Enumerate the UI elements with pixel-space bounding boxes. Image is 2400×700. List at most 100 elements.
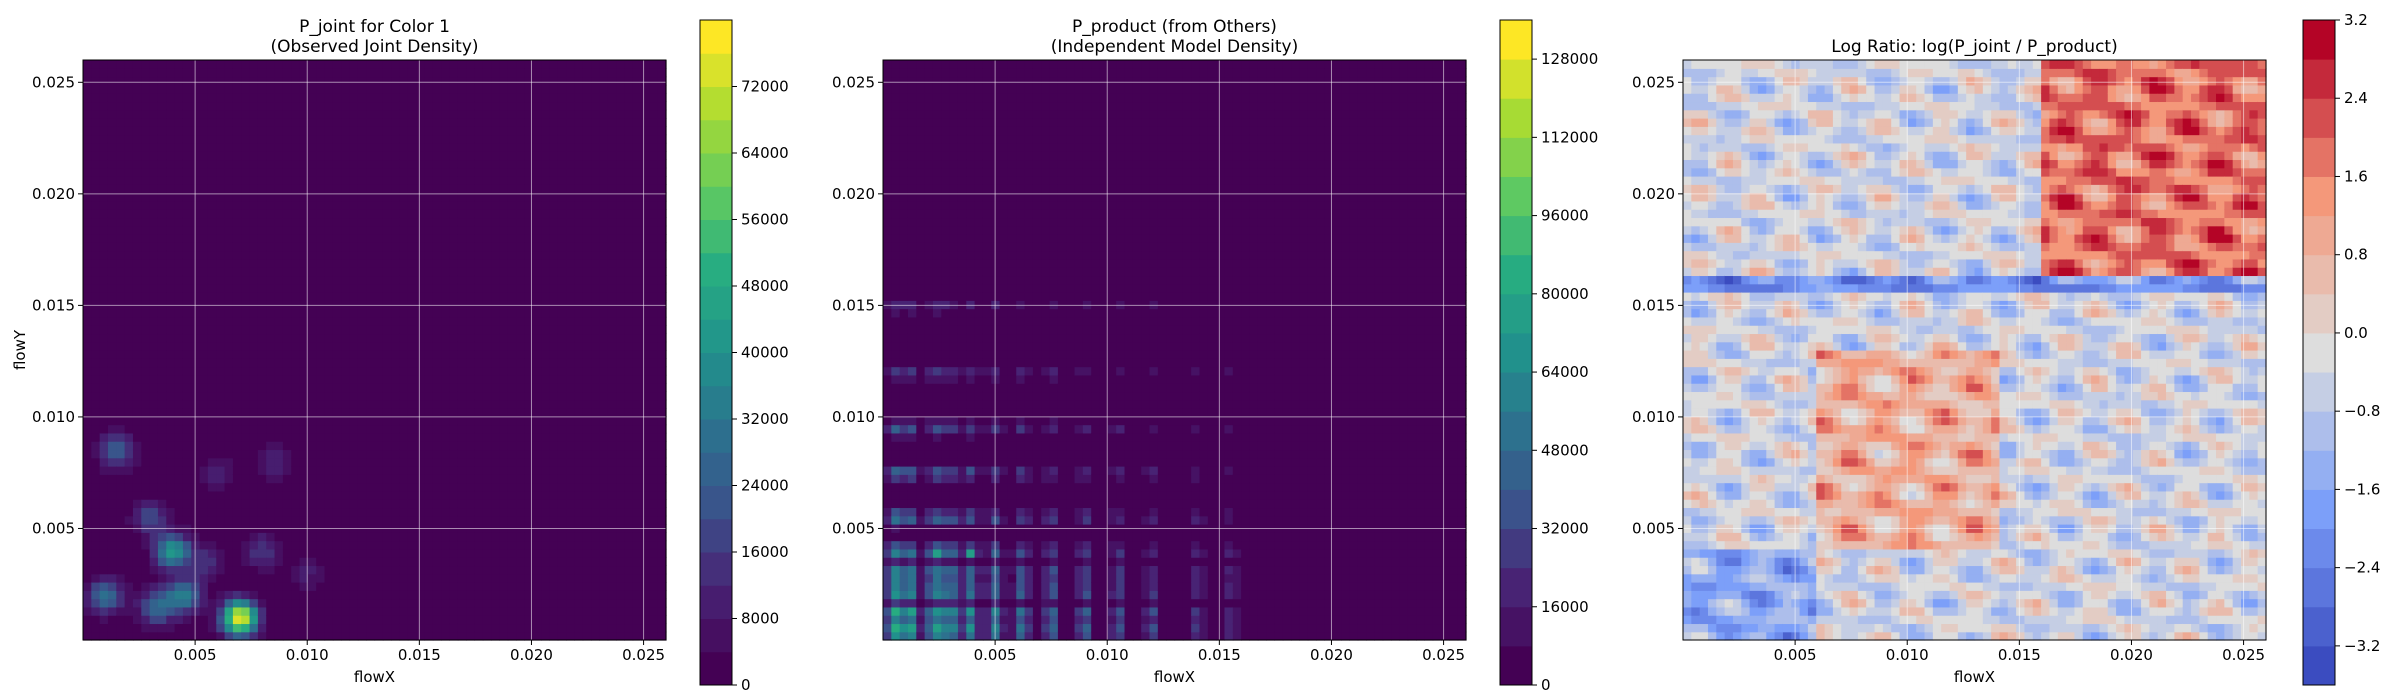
heatmap-cell bbox=[541, 490, 550, 500]
heatmap-cell bbox=[232, 242, 242, 252]
heatmap-cell bbox=[366, 631, 376, 641]
heatmap-cell bbox=[241, 292, 251, 301]
heatmap-cell bbox=[149, 507, 159, 517]
heatmap-cell bbox=[457, 515, 467, 525]
heatmap-cell bbox=[532, 258, 542, 268]
heatmap-cell bbox=[332, 167, 342, 177]
heatmap-cell bbox=[83, 399, 92, 409]
heatmap-cell bbox=[116, 366, 126, 376]
heatmap-cell bbox=[507, 192, 517, 202]
heatmap-cell bbox=[249, 466, 259, 475]
heatmap-cell bbox=[91, 449, 101, 459]
heatmap-cell bbox=[91, 167, 101, 177]
heatmap-cell bbox=[524, 399, 534, 409]
heatmap-cell bbox=[582, 490, 592, 500]
heatmap-cell bbox=[232, 590, 242, 600]
heatmap-cell bbox=[382, 590, 392, 600]
heatmap-cell bbox=[249, 341, 259, 351]
heatmap-cell bbox=[257, 333, 267, 343]
heatmap-cell bbox=[366, 391, 376, 401]
heatmap-cell bbox=[107, 325, 117, 335]
heatmap-cell bbox=[224, 615, 234, 625]
heatmap-cell bbox=[224, 515, 234, 525]
heatmap-cell bbox=[324, 399, 334, 409]
heatmap-cell bbox=[116, 225, 126, 235]
heatmap-cell bbox=[216, 109, 226, 119]
heatmap-cell bbox=[457, 167, 467, 177]
heatmap-cell bbox=[457, 209, 467, 219]
heatmap-cell bbox=[641, 507, 650, 517]
heatmap-cell bbox=[282, 109, 292, 119]
heatmap-cell bbox=[532, 142, 542, 152]
heatmap-cell bbox=[466, 358, 476, 368]
heatmap-cell bbox=[657, 416, 667, 426]
heatmap-cell bbox=[224, 499, 234, 509]
heatmap-cell bbox=[132, 68, 142, 78]
heatmap-cell bbox=[557, 515, 567, 525]
heatmap-cell bbox=[399, 60, 409, 69]
heatmap-cell bbox=[124, 101, 134, 111]
heatmap-cell bbox=[441, 184, 451, 194]
heatmap-cell bbox=[607, 449, 617, 459]
heatmap-cell bbox=[249, 615, 259, 625]
heatmap-cell bbox=[524, 515, 534, 525]
heatmap-cell bbox=[566, 615, 575, 625]
heatmap-cell bbox=[591, 300, 600, 310]
heatmap-cell bbox=[457, 142, 467, 152]
heatmap-cell bbox=[541, 167, 550, 177]
heatmap-cell bbox=[549, 200, 559, 210]
heatmap-cell bbox=[174, 250, 184, 260]
heatmap-cell bbox=[341, 267, 351, 277]
heatmap-cell bbox=[207, 333, 217, 343]
heatmap-cell bbox=[157, 383, 167, 393]
heatmap-cell bbox=[657, 341, 667, 351]
heatmap-cell bbox=[307, 449, 317, 459]
heatmap-cell bbox=[374, 333, 384, 343]
heatmap-cell bbox=[241, 482, 251, 492]
heatmap-cell bbox=[649, 316, 659, 326]
heatmap-cell bbox=[599, 565, 609, 575]
heatmap-cell bbox=[441, 358, 451, 368]
heatmap-cell bbox=[332, 225, 342, 235]
heatmap-cell bbox=[441, 209, 451, 219]
heatmap-cell bbox=[624, 350, 634, 359]
heatmap-cell bbox=[332, 300, 342, 310]
heatmap-cell bbox=[149, 209, 159, 219]
heatmap-cell bbox=[557, 200, 567, 210]
heatmap-cell bbox=[616, 142, 625, 152]
heatmap-cell bbox=[191, 192, 201, 202]
heatmap-cell bbox=[491, 441, 501, 451]
heatmap-cell bbox=[349, 457, 359, 467]
heatmap-cell bbox=[466, 582, 476, 591]
heatmap-cell bbox=[83, 267, 92, 277]
heatmap-cell bbox=[99, 573, 109, 583]
heatmap-cell bbox=[182, 383, 192, 393]
heatmap-cell bbox=[174, 159, 184, 169]
heatmap-cell bbox=[266, 449, 276, 459]
heatmap-cell bbox=[574, 623, 584, 633]
heatmap-cell bbox=[91, 383, 101, 393]
colorbar-tick-label: 64000 bbox=[741, 144, 789, 162]
heatmap-cell bbox=[116, 68, 126, 78]
heatmap-cell bbox=[566, 267, 575, 277]
heatmap-cell bbox=[299, 515, 309, 525]
heatmap-cell bbox=[507, 84, 517, 94]
heatmap-cell bbox=[374, 292, 384, 301]
heatmap-cell bbox=[291, 631, 301, 641]
heatmap-cell bbox=[424, 184, 434, 194]
heatmap-cell bbox=[457, 548, 467, 558]
heatmap-cell bbox=[141, 582, 151, 591]
heatmap-cell bbox=[149, 582, 159, 591]
heatmap-cell bbox=[466, 225, 476, 235]
heatmap-cell bbox=[374, 598, 384, 608]
heatmap-cell bbox=[116, 457, 126, 467]
heatmap-cell bbox=[182, 623, 192, 633]
heatmap-cell bbox=[557, 316, 567, 326]
heatmap-cell bbox=[641, 391, 650, 401]
heatmap-cell bbox=[132, 134, 142, 144]
heatmap-cell bbox=[316, 242, 326, 252]
heatmap-cell bbox=[607, 540, 617, 550]
heatmap-cell bbox=[91, 598, 101, 608]
heatmap-cell bbox=[441, 242, 451, 252]
heatmap-cell bbox=[291, 167, 301, 177]
